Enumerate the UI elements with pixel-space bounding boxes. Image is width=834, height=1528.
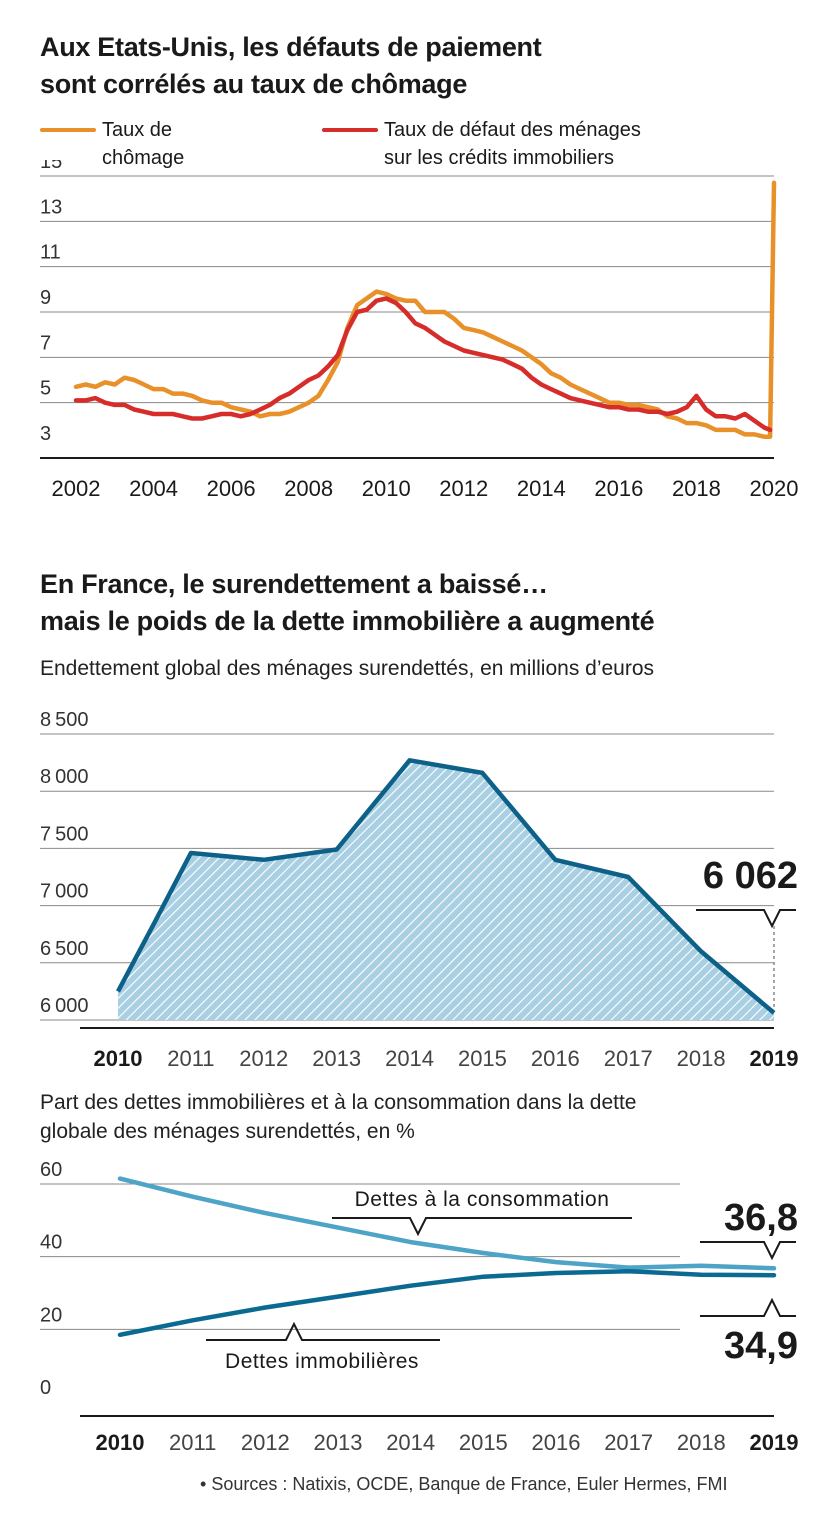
y-tick-label: 5	[40, 378, 51, 400]
y-tick-label: 15	[40, 160, 62, 173]
x-tick-label: 2014	[385, 1046, 434, 1071]
chart2-title: En France, le surendettement a baissé… m…	[40, 566, 655, 640]
label-dettes-immobilieres: Dettes immobilières	[225, 1350, 419, 1373]
y-tick-label: 8 500	[40, 709, 89, 731]
area-line	[116, 758, 776, 1015]
chart1-title-line1: Aux Etats-Unis, les défauts de paiement	[40, 32, 542, 62]
bullet-icon: •	[200, 1474, 207, 1494]
chart3-subtitle-line1: Part des dettes immobilières et à la con…	[40, 1091, 637, 1114]
y-tick-label: 7	[40, 332, 51, 354]
y-tick-label: 8 000	[40, 766, 89, 788]
x-tick-label: 2016	[531, 1046, 580, 1071]
x-tick-label: 2015	[458, 1046, 507, 1071]
france-debt-chart: 6 000 6 500 7 000 7 500 8 000 8 500 2010 2011 20…	[40, 709, 799, 1071]
legend-swatch-defaut	[322, 128, 378, 132]
x-tick-label: 2017	[604, 1046, 653, 1071]
chart1-title: Aux Etats-Unis, les défauts de paiement …	[40, 29, 542, 103]
x-tick-label: 2011	[169, 1430, 216, 1455]
chart3-subtitle-line2: globale des ménages surendettés, en %	[40, 1120, 415, 1143]
legend-label-chomage: Taux de chômage	[102, 119, 185, 169]
y-tick-label: 13	[40, 196, 62, 218]
label-dettes-consommation: Dettes à la consommation	[355, 1188, 610, 1211]
x-tick-label: 2004	[129, 476, 178, 501]
y-tick-label: 0	[40, 1377, 51, 1399]
x-tick-label: 2014	[517, 476, 566, 501]
chart2-subtitle: Endettement global des ménages surendett…	[40, 657, 655, 680]
x-tick-label: 2012	[241, 1430, 290, 1455]
callout-value-consommation: 36,8	[724, 1197, 798, 1239]
callout-value-immobilieres: 34,9	[724, 1325, 798, 1367]
callout-bracket-immobilieres	[700, 1297, 796, 1317]
series-line-conso	[117, 1176, 777, 1271]
x-tick-label: 2018	[677, 1430, 726, 1455]
y-tick-label: 7 500	[40, 823, 89, 845]
chart1-title-line2: sont corrélés au taux de chômage	[40, 69, 468, 99]
series-line-defaut	[73, 296, 773, 433]
callout-value: 6 062	[703, 855, 798, 897]
x-tick-label: 2016	[532, 1430, 581, 1455]
y-tick-label: 6 500	[40, 938, 89, 960]
x-tick-label: 2015	[459, 1430, 508, 1455]
x-tick-label: 2014	[386, 1430, 435, 1455]
x-tick-label: 2012	[439, 476, 488, 501]
x-tick-label: 2019	[750, 1046, 799, 1071]
label-bracket-immobilieres	[206, 1321, 440, 1341]
label-bracket-consommation	[332, 1217, 632, 1237]
y-tick-label: 60	[40, 1159, 62, 1181]
x-tick-label: 2002	[52, 476, 101, 501]
y-tick-label: 40	[40, 1232, 62, 1254]
x-tick-label: 2011	[167, 1046, 214, 1071]
legend-swatch-chomage	[40, 128, 96, 132]
x-tick-label: 2016	[594, 476, 643, 501]
sources-text: Sources : Natixis, OCDE, Banque de Franc…	[211, 1474, 728, 1494]
x-tick-label: 2010	[94, 1046, 143, 1071]
legend-label-defaut: Taux de défaut des ménages sur les crédi…	[384, 119, 641, 169]
chart2-title-line1: En France, le surendettement a baissé…	[40, 569, 548, 599]
chart3-subtitle: Part des dettes immobilières et à la con…	[40, 1088, 636, 1146]
callout-bracket	[696, 909, 796, 929]
x-tick-label: 2012	[239, 1046, 288, 1071]
series-line-immo	[117, 1268, 777, 1338]
x-tick-label: 2010	[362, 476, 411, 501]
y-tick-label: 9	[40, 287, 51, 309]
x-tick-label: 2013	[314, 1430, 363, 1455]
debt-share-chart: 0 20 40 60 2010 2011 2012 2013 2014 2015 2016 2017 2…	[40, 1159, 799, 1455]
y-tick-label: 6 000	[40, 995, 89, 1017]
x-tick-label: 2020	[750, 476, 799, 501]
callout-bracket-consommation	[700, 1241, 796, 1261]
y-tick-label: 11	[40, 242, 61, 264]
area-fill	[118, 760, 774, 1020]
x-tick-label: 2008	[284, 476, 333, 501]
us-default-chart: 3 5 7 9 11 13 15 2002 2004 2006 2008 2010 2012 2014 20…	[40, 160, 799, 501]
x-tick-label: 2018	[677, 1046, 726, 1071]
x-tick-label: 2013	[312, 1046, 361, 1071]
y-tick-label: 20	[40, 1304, 62, 1326]
x-tick-label: 2006	[207, 476, 256, 501]
sources-note: • Sources : Natixis, OCDE, Banque de Fra…	[200, 1474, 728, 1495]
x-tick-label: 2018	[672, 476, 721, 501]
x-tick-label: 2017	[604, 1430, 653, 1455]
x-tick-label: 2010	[96, 1430, 145, 1455]
y-tick-label: 7 000	[40, 881, 89, 903]
chart1-legend: Taux de chômage Taux de défaut des ménag…	[40, 116, 820, 176]
x-tick-label: 2019	[750, 1430, 799, 1455]
chart2-title-line2: mais le poids de la dette immobilière a …	[40, 606, 655, 636]
y-tick-label: 3	[40, 423, 51, 445]
